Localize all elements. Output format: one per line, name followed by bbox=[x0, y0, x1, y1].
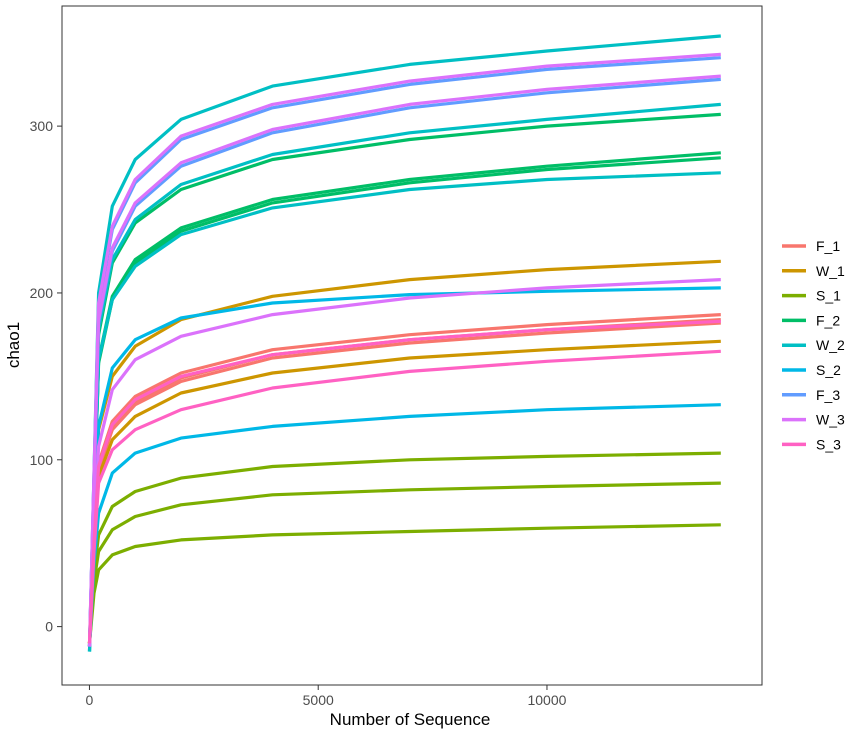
legend: F_1 W_1 S_1 F_2 W_2 S_2 F_3 W_3 S_3 bbox=[782, 238, 845, 452]
x-tick-label: 10000 bbox=[527, 692, 566, 708]
legend-item-F_2: F_2 bbox=[782, 312, 840, 328]
x-tick-label: 5000 bbox=[303, 692, 334, 708]
curve-S_1-2 bbox=[87, 481, 721, 644]
legend-item-S_3: S_3 bbox=[782, 436, 841, 452]
legend-item-S_1: S_1 bbox=[782, 288, 841, 304]
curve-S_1-3 bbox=[87, 523, 721, 644]
legend-item-W_2: W_2 bbox=[782, 337, 845, 353]
legend-item-W_3: W_3 bbox=[782, 412, 845, 428]
legend-label-W_3: W_3 bbox=[816, 412, 845, 428]
legend-item-W_1: W_1 bbox=[782, 263, 845, 279]
series-layer bbox=[87, 34, 721, 652]
plot-frame bbox=[61, 5, 763, 686]
y-tick-label: 200 bbox=[30, 285, 54, 301]
y-tick-label: 300 bbox=[30, 118, 54, 134]
legend-label-F_3: F_3 bbox=[816, 387, 840, 403]
y-tick-label: 0 bbox=[45, 619, 53, 635]
curve-W_3-2 bbox=[87, 74, 721, 647]
x-axis-title: Number of Sequence bbox=[330, 710, 491, 729]
axis-layer: 0 5000 10000 0 100 200 300 bbox=[30, 118, 567, 708]
series-S_3 bbox=[87, 319, 721, 644]
legend-label-W_2: W_2 bbox=[816, 337, 845, 353]
legend-label-S_3: S_3 bbox=[816, 436, 841, 452]
legend-label-W_1: W_1 bbox=[816, 263, 845, 279]
curve-S_3-2 bbox=[87, 349, 721, 644]
legend-label-F_1: F_1 bbox=[816, 238, 840, 254]
y-tick-label: 100 bbox=[30, 452, 54, 468]
legend-label-F_2: F_2 bbox=[816, 312, 840, 328]
legend-item-F_3: F_3 bbox=[782, 387, 840, 403]
legend-label-S_1: S_1 bbox=[816, 288, 841, 304]
legend-label-S_2: S_2 bbox=[816, 362, 841, 378]
x-tick-label: 0 bbox=[86, 692, 94, 708]
legend-item-S_2: S_2 bbox=[782, 362, 841, 378]
legend-item-F_1: F_1 bbox=[782, 238, 840, 254]
y-axis-title: chao1 bbox=[4, 322, 23, 368]
